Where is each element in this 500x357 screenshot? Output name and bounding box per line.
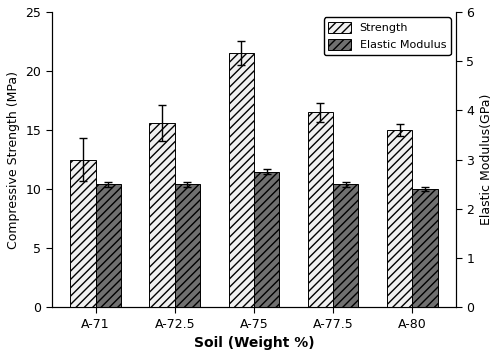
Bar xyxy=(308,112,333,307)
Y-axis label: Compressive Strength (MPa): Compressive Strength (MPa) xyxy=(7,71,20,248)
Bar xyxy=(228,53,254,307)
Bar xyxy=(412,189,438,307)
X-axis label: Soil (Weight %): Soil (Weight %) xyxy=(194,336,314,350)
Bar xyxy=(387,130,412,307)
Bar xyxy=(96,184,121,307)
Y-axis label: Elastic Modulus(GPa): Elastic Modulus(GPa) xyxy=(480,94,493,225)
Legend: Strength, Elastic Modulus: Strength, Elastic Modulus xyxy=(324,17,450,55)
Bar xyxy=(174,184,200,307)
Bar xyxy=(254,172,280,307)
Bar xyxy=(150,123,174,307)
Bar xyxy=(333,184,358,307)
Bar xyxy=(70,160,96,307)
